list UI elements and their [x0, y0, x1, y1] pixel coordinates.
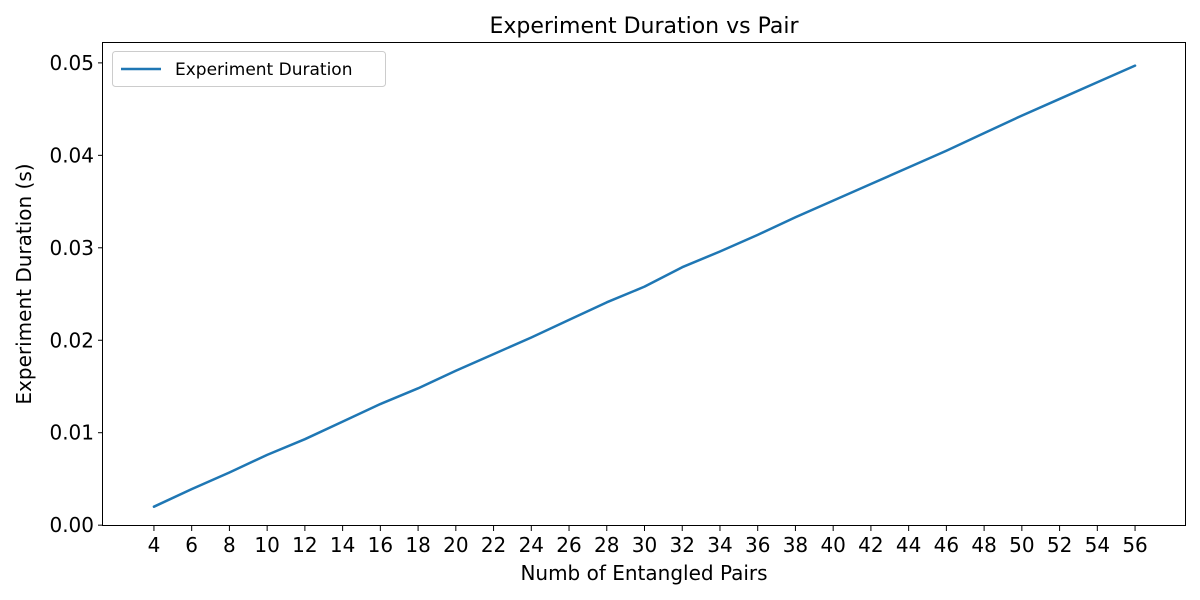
x-tick-label: 4 — [148, 533, 161, 557]
y-tick-label: 0.02 — [49, 328, 94, 352]
x-tick-label: 24 — [519, 533, 544, 557]
ticks-layer: 4 6 8 10 12 14 16 18 20 22 24 26 28 30 32 34 36 38 40 42 44 4… — [49, 51, 1147, 557]
x-tick-label: 40 — [820, 533, 845, 557]
x-tick-label: 28 — [594, 533, 619, 557]
series-layer — [152, 64, 1137, 508]
legend[interactable]: Experiment Duration — [112, 51, 386, 87]
x-tick-label: 36 — [745, 533, 770, 557]
x-tick-label: 54 — [1085, 533, 1110, 557]
x-tick-label: 32 — [670, 533, 695, 557]
x-tick-label: 10 — [254, 533, 279, 557]
x-tick-label: 56 — [1122, 533, 1147, 557]
y-tick-label: 0.01 — [49, 421, 94, 445]
x-tick-label: 12 — [292, 533, 317, 557]
x-tick-label: 50 — [1009, 533, 1034, 557]
y-tick-label: 0.00 — [49, 513, 94, 537]
x-tick-label: 52 — [1047, 533, 1072, 557]
x-tick-label: 46 — [934, 533, 959, 557]
x-axis-title: Numb of Entangled Pairs — [520, 561, 767, 585]
x-tick-label: 38 — [783, 533, 808, 557]
x-tick-label: 26 — [556, 533, 581, 557]
y-tick-label: 0.05 — [49, 51, 94, 75]
x-tick-label: 22 — [481, 533, 506, 557]
series-line — [152, 64, 1137, 508]
x-tick-label: 18 — [405, 533, 430, 557]
y-tick-label: 0.04 — [49, 143, 94, 167]
plot-frame — [102, 42, 1186, 526]
x-tick-label: 30 — [632, 533, 657, 557]
x-tick-label: 6 — [185, 533, 198, 557]
x-tick-label: 44 — [896, 533, 921, 557]
chart-title: Experiment Duration vs Pair — [489, 14, 799, 39]
x-tick-label: 42 — [858, 533, 883, 557]
y-tick-label: 0.03 — [49, 236, 94, 260]
legend-label: Experiment Duration — [175, 60, 352, 80]
x-tick-label: 48 — [971, 533, 996, 557]
x-tick-label: 14 — [330, 533, 355, 557]
x-tick-label: 20 — [443, 533, 468, 557]
x-tick-label: 34 — [707, 533, 732, 557]
x-tick-label: 16 — [368, 533, 393, 557]
x-tick-label: 8 — [223, 533, 236, 557]
y-axis-title: Experiment Duration (s) — [12, 163, 36, 404]
legend-box — [112, 51, 386, 87]
